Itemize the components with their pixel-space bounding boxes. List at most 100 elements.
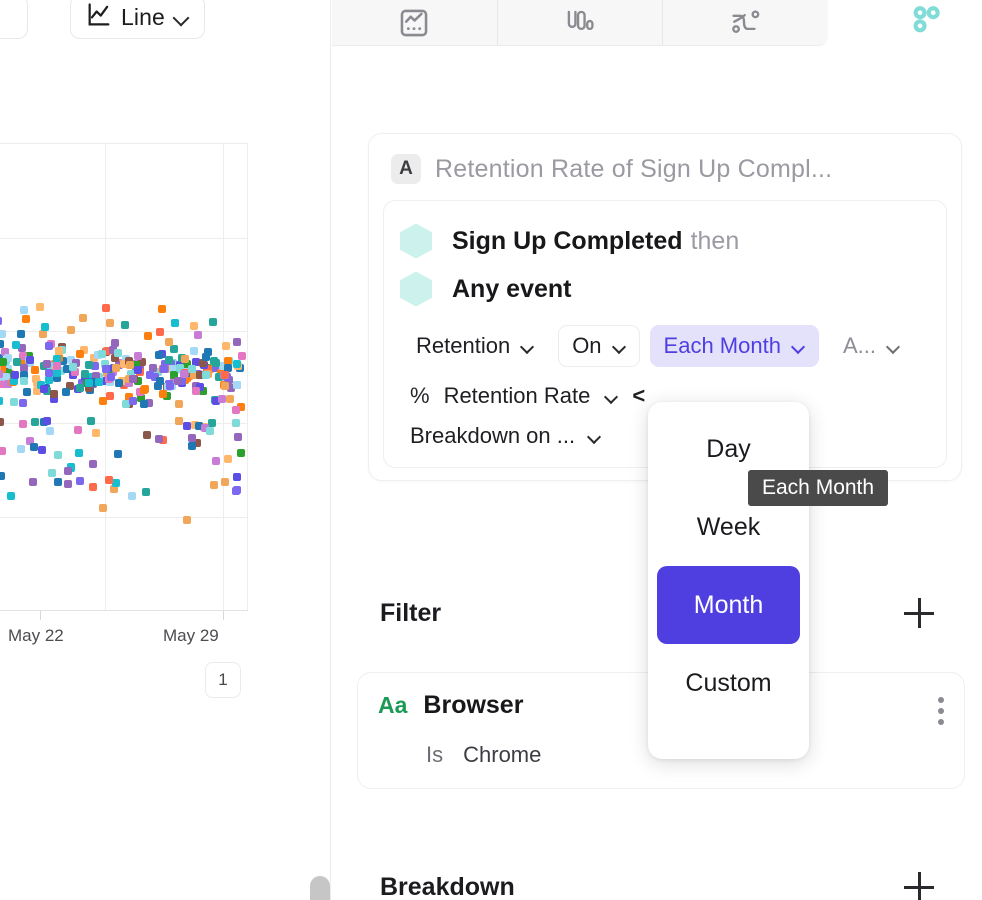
add-breakdown-button[interactable] bbox=[904, 872, 934, 900]
flow-path-icon bbox=[729, 6, 763, 40]
scatter-point bbox=[182, 360, 191, 369]
scatter-point bbox=[211, 397, 220, 406]
scatter-point bbox=[63, 480, 72, 489]
scatter-point bbox=[91, 372, 100, 381]
panel-scrollbar-thumb[interactable] bbox=[310, 876, 330, 900]
scatter-point bbox=[30, 366, 39, 375]
breakdown-on-select[interactable]: Breakdown on ... bbox=[400, 423, 930, 453]
scatter-point bbox=[100, 359, 109, 368]
scatter-point bbox=[105, 476, 114, 485]
scatter-point bbox=[87, 417, 96, 425]
chevron-down-icon bbox=[173, 12, 190, 22]
scatter-point bbox=[232, 473, 241, 481]
scatter-point bbox=[54, 347, 63, 356]
scatter-point bbox=[125, 379, 134, 388]
scatter-point bbox=[175, 364, 184, 373]
filter-more-options-button[interactable] bbox=[938, 697, 944, 727]
comparator-label[interactable]: < bbox=[632, 383, 646, 408]
scatter-point bbox=[146, 370, 154, 379]
scatter-point bbox=[203, 348, 212, 357]
scatter-point bbox=[218, 362, 227, 371]
range-select[interactable]: A... bbox=[828, 325, 914, 367]
filter-property-label: Browser bbox=[423, 691, 524, 719]
scatter-point bbox=[196, 371, 204, 380]
scatter-point bbox=[180, 370, 189, 379]
scatter-point bbox=[144, 399, 153, 408]
scatter-point bbox=[222, 342, 231, 351]
filter-property-row[interactable]: Aa Browser bbox=[378, 691, 944, 720]
scatter-point bbox=[159, 390, 168, 399]
metric-label[interactable]: Retention Rate bbox=[443, 383, 591, 408]
scatter-point bbox=[220, 382, 229, 390]
scatter-point bbox=[210, 481, 219, 490]
filter-condition-row[interactable]: Is Chrome bbox=[378, 742, 944, 768]
scatter-point bbox=[115, 379, 124, 388]
chevron-down-icon bbox=[612, 342, 626, 351]
dropdown-option-week[interactable]: Week bbox=[696, 512, 761, 541]
scatter-point bbox=[53, 374, 61, 383]
chevron-down-icon[interactable] bbox=[604, 392, 618, 401]
scatter-point bbox=[65, 381, 74, 390]
scatter-point bbox=[187, 434, 196, 443]
scatter-point bbox=[0, 396, 3, 405]
query-controls-row: Retention On Each Month A... bbox=[400, 325, 930, 367]
scatter-point bbox=[53, 478, 62, 486]
text-type-icon: Aa bbox=[378, 692, 408, 718]
scatter-point bbox=[50, 394, 59, 403]
on-select[interactable]: On bbox=[558, 325, 640, 367]
scatter-point bbox=[105, 391, 114, 400]
scatter-point bbox=[202, 371, 211, 380]
scatter-point bbox=[89, 459, 98, 468]
granularity-tooltip: Each Month bbox=[748, 470, 889, 506]
query-title-input[interactable]: Retention Rate of Sign Up Compl... bbox=[435, 154, 833, 183]
scatter-point bbox=[182, 421, 191, 430]
scatter-point bbox=[154, 381, 163, 390]
scatter-point bbox=[142, 430, 151, 439]
scatter-point bbox=[74, 448, 83, 457]
scatter-point bbox=[91, 429, 100, 438]
event-row[interactable]: Sign Up Completed then bbox=[400, 217, 930, 265]
scatter-point bbox=[141, 487, 150, 496]
measure-select[interactable]: Retention bbox=[402, 325, 549, 367]
breakdown-on-label: Breakdown on ... bbox=[410, 423, 576, 448]
scatter-point bbox=[102, 347, 111, 356]
dropdown-option-day[interactable]: Day bbox=[706, 434, 751, 463]
tab-insights[interactable] bbox=[332, 0, 498, 45]
event-row[interactable]: Any event bbox=[400, 265, 930, 313]
dropdown-option-custom[interactable]: Custom bbox=[685, 668, 772, 697]
scatter-point bbox=[24, 351, 33, 360]
scatter-point bbox=[233, 337, 242, 346]
add-filter-button[interactable] bbox=[904, 598, 934, 628]
scatter-point bbox=[58, 357, 67, 366]
page-number-badge[interactable]: 1 bbox=[205, 662, 241, 698]
dropdown-option-month[interactable]: Month bbox=[657, 566, 800, 644]
tab-retention[interactable] bbox=[872, 0, 982, 46]
scatter-point bbox=[19, 377, 28, 386]
scatter-point bbox=[90, 362, 99, 371]
scatter-point bbox=[160, 360, 169, 369]
chart-type-tabbar bbox=[332, 0, 828, 46]
tab-funnel[interactable] bbox=[498, 0, 664, 45]
scatter-point bbox=[43, 360, 52, 369]
scatter-point bbox=[232, 418, 240, 427]
scatter-point bbox=[234, 433, 243, 442]
panel-collapse-button[interactable] bbox=[0, 0, 28, 39]
scatter-point bbox=[125, 360, 134, 369]
chart-type-select[interactable]: Line bbox=[70, 0, 205, 39]
scatter-point bbox=[198, 387, 207, 396]
scatter-point bbox=[89, 482, 97, 491]
scatter-point bbox=[99, 504, 108, 513]
line-chart-icon bbox=[397, 6, 431, 40]
scatter-point bbox=[36, 303, 45, 312]
tab-journey[interactable] bbox=[663, 0, 828, 45]
granularity-select[interactable]: Each Month bbox=[649, 325, 819, 367]
scatter-point bbox=[232, 405, 241, 414]
scatter-plot bbox=[0, 143, 248, 620]
scatter-point bbox=[221, 477, 230, 486]
scatter-point bbox=[13, 358, 22, 367]
scatter-point bbox=[109, 345, 118, 354]
scatter-point bbox=[84, 383, 93, 392]
scatter-point bbox=[128, 396, 137, 405]
scatter-point bbox=[75, 384, 84, 392]
scatter-point bbox=[211, 363, 220, 372]
